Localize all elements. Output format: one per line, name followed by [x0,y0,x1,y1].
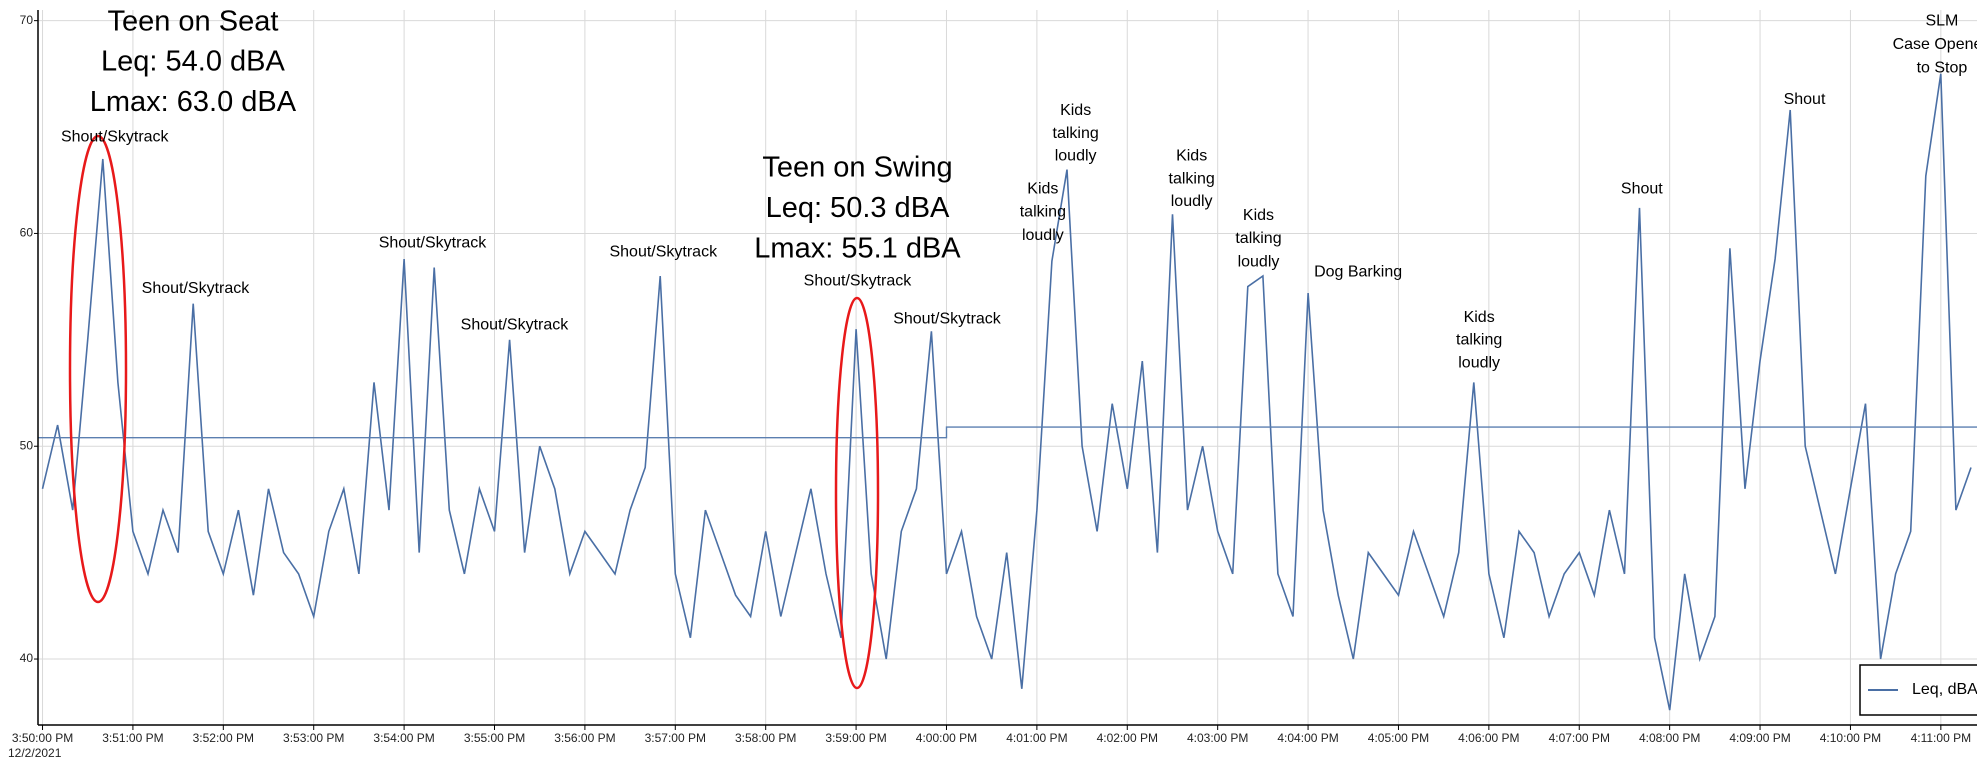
annotation: Shout/Skytrack [804,272,913,289]
x-tick-label: 4:07:00 PM [1549,731,1610,745]
annotation: loudly [1171,193,1213,210]
annotation: Shout/Skytrack [379,235,488,252]
x-tick-label: 4:03:00 PM [1187,731,1248,745]
annotation: Kids [1464,309,1495,326]
highlight-label: Lmax: 55.1 dBA [754,232,961,264]
annotation: Shout/Skytrack [461,317,570,334]
x-tick-label: 4:06:00 PM [1458,731,1519,745]
annotations: Teen on Seat Leq: 54.0 dBA Lmax: 63.0 dBA S… [61,5,1977,690]
annotation: SLM [1925,13,1958,30]
x-tick-label: 3:50:00 PM [12,731,73,745]
annotation: Kids [1027,180,1058,197]
annotation: Kids [1243,207,1274,224]
x-tick-label: 4:08:00 PM [1639,731,1700,745]
annotation: talking [1456,332,1502,349]
annotation: Shout [1621,180,1663,197]
plot-area [38,73,1977,711]
annotation: loudly [1055,148,1097,165]
x-tick-label: 3:53:00 PM [283,731,344,745]
highlight-label: Leq: 50.3 dBA [766,192,950,224]
x-tick-label: 3:55:00 PM [464,731,525,745]
data-line [38,426,1977,439]
annotation: loudly [1022,227,1064,244]
x-tick-label: 3:56:00 PM [554,731,615,745]
x-tick-label: 3:54:00 PM [373,731,434,745]
x-tick-label: 4:09:00 PM [1729,731,1790,745]
annotation: talking [1020,204,1066,221]
x-tick-label: 4:02:00 PM [1097,731,1158,745]
x-tick-label: 4:00:00 PM [916,731,977,745]
highlight-label: Teen on Swing [762,152,952,184]
annotation: Shout/Skytrack [61,129,170,146]
x-tick-label: 4:01:00 PM [1006,731,1067,745]
annotation: Shout/Skytrack [893,310,1002,327]
annotation: loudly [1238,254,1280,271]
x-tick-label: 4:10:00 PM [1820,731,1881,745]
annotation: Dog Barking [1314,264,1402,281]
legend-label: Leq, dBA [1912,681,1977,698]
highlight-label: Lmax: 63.0 dBA [90,86,297,118]
x-tick-label: 4:05:00 PM [1368,731,1429,745]
highlight-label: Leq: 54.0 dBA [101,46,285,78]
legend: Leq, dBA [1859,664,1977,716]
annotation: talking [1169,170,1215,187]
y-tick-label: 60 [20,226,34,240]
x-tick-label: 3:52:00 PM [193,731,254,745]
x-tick-label: 3:57:00 PM [645,731,706,745]
annotation: to Stop [1917,59,1968,76]
annotation: Shout [1784,91,1826,108]
annotation: talking [1235,230,1281,247]
highlight-label: Teen on Seat [107,5,278,37]
annotation: Shout/Skytrack [142,280,251,297]
y-tick-label: 40 [20,651,34,665]
annotation: talking [1053,125,1099,142]
annotation: Shout/Skytrack [609,243,718,260]
x-tick-label: 3:59:00 PM [825,731,886,745]
axes: 40 50 60 70 3:50:00 PM 3:51:00 PM 3:52:00 PM 3:… [8,10,1977,760]
x-date-label: 12/2/2021 [8,746,62,760]
annotation: Kids [1060,102,1091,119]
y-tick-label: 50 [20,438,34,452]
x-tick-label: 3:51:00 PM [102,731,163,745]
grid [38,10,1977,725]
highlight-ellipse [68,134,128,604]
x-tick-label: 4:04:00 PM [1277,731,1338,745]
data-line [41,73,1972,711]
x-tick-label: 3:58:00 PM [735,731,796,745]
x-tick-label: 4:11:00 PM [1911,731,1971,745]
highlight-ellipse [834,296,880,690]
annotation: loudly [1458,354,1500,371]
annotation: Case Opened [1893,36,1977,53]
annotation: Kids [1176,148,1207,165]
y-tick-label: 70 [20,13,34,27]
